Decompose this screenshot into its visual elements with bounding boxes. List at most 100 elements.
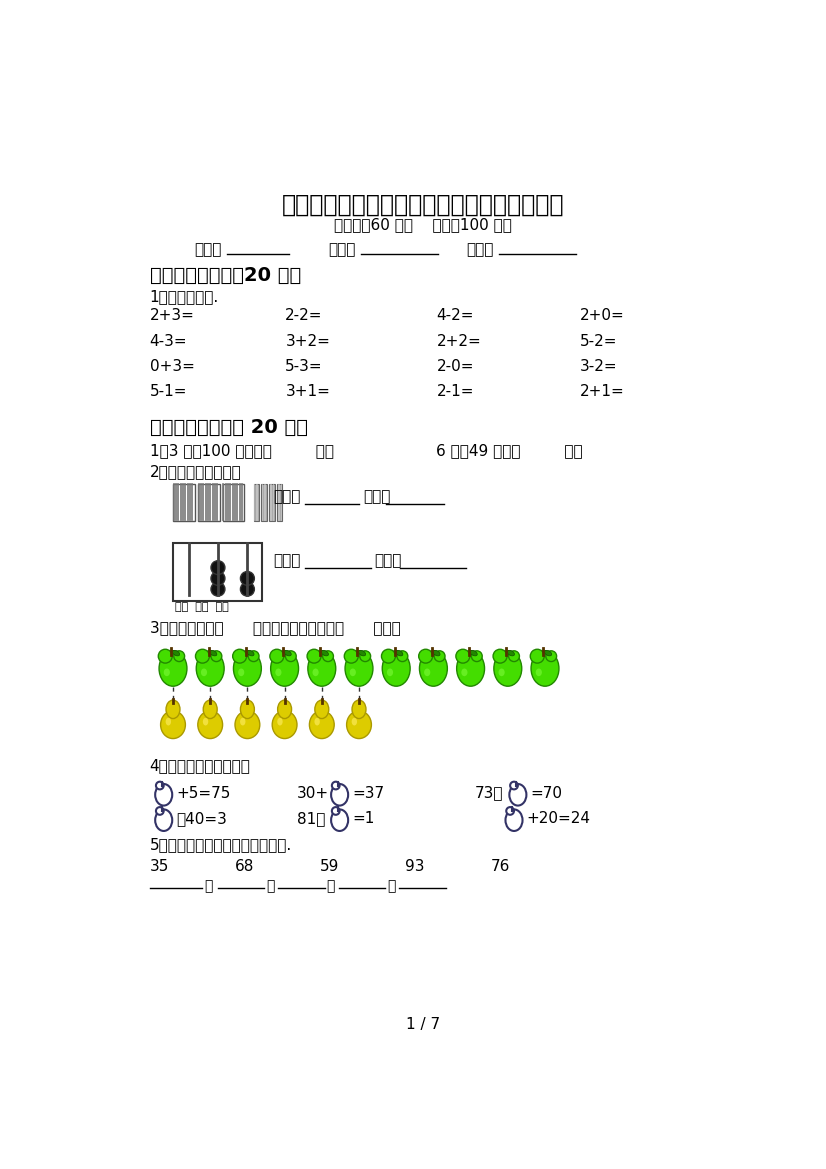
Ellipse shape xyxy=(332,807,339,815)
Ellipse shape xyxy=(197,651,224,686)
Ellipse shape xyxy=(544,650,552,656)
Text: 2+2=: 2+2= xyxy=(436,333,482,348)
Text: 1、直接写得数.: 1、直接写得数. xyxy=(150,289,219,304)
Ellipse shape xyxy=(332,782,339,789)
Bar xyxy=(261,484,267,521)
Ellipse shape xyxy=(240,700,254,719)
Ellipse shape xyxy=(211,651,222,662)
Ellipse shape xyxy=(247,650,254,656)
Ellipse shape xyxy=(323,651,334,662)
Text: 0+3=: 0+3= xyxy=(150,359,195,374)
Ellipse shape xyxy=(360,651,371,662)
Text: ＜: ＜ xyxy=(266,879,274,893)
Ellipse shape xyxy=(197,711,222,739)
Ellipse shape xyxy=(315,718,320,726)
Ellipse shape xyxy=(234,651,261,686)
Text: 读作：: 读作： xyxy=(273,553,301,568)
Bar xyxy=(222,484,244,521)
Text: 5-1=: 5-1= xyxy=(150,385,188,400)
Ellipse shape xyxy=(166,700,180,719)
Text: 百位  十位  个位: 百位 十位 个位 xyxy=(174,602,228,613)
Ellipse shape xyxy=(284,650,292,656)
Ellipse shape xyxy=(203,700,217,719)
Text: 写作：: 写作： xyxy=(363,489,390,504)
Text: =37: =37 xyxy=(352,786,384,801)
Ellipse shape xyxy=(159,649,173,663)
Ellipse shape xyxy=(210,650,217,656)
Ellipse shape xyxy=(285,651,297,662)
Ellipse shape xyxy=(155,809,173,831)
Text: 5、把下面各数从小到大排列起来.: 5、把下面各数从小到大排列起来. xyxy=(150,837,292,852)
Ellipse shape xyxy=(424,669,430,676)
Text: 读作：: 读作： xyxy=(273,489,301,504)
Text: 59: 59 xyxy=(320,859,339,873)
Text: 2-2=: 2-2= xyxy=(285,309,323,323)
Text: 73－: 73－ xyxy=(475,786,504,801)
Text: 3+1=: 3+1= xyxy=(285,385,330,400)
Ellipse shape xyxy=(160,711,185,739)
Ellipse shape xyxy=(382,649,396,663)
Text: －40=3: －40=3 xyxy=(176,811,227,826)
Ellipse shape xyxy=(159,651,187,686)
Ellipse shape xyxy=(248,651,259,662)
Ellipse shape xyxy=(352,700,366,719)
Circle shape xyxy=(211,572,225,586)
Ellipse shape xyxy=(396,650,403,656)
Ellipse shape xyxy=(493,649,507,663)
Bar xyxy=(269,484,274,521)
Text: 写作：: 写作： xyxy=(374,553,402,568)
Text: 部编版一年级数学上册期中测试卷及答案下载: 部编版一年级数学上册期中测试卷及答案下载 xyxy=(282,193,565,216)
Ellipse shape xyxy=(273,711,297,739)
Ellipse shape xyxy=(271,651,298,686)
Ellipse shape xyxy=(196,649,210,663)
Text: 5-2=: 5-2= xyxy=(580,333,617,348)
Text: 1 / 7: 1 / 7 xyxy=(406,1017,440,1031)
Ellipse shape xyxy=(331,809,348,831)
Circle shape xyxy=(211,582,225,596)
Ellipse shape xyxy=(201,669,207,676)
Ellipse shape xyxy=(506,807,514,815)
Ellipse shape xyxy=(347,711,372,739)
Text: 35: 35 xyxy=(150,859,169,873)
Ellipse shape xyxy=(321,650,329,656)
Text: ＜: ＜ xyxy=(204,879,212,893)
Circle shape xyxy=(240,572,254,586)
Text: 2-0=: 2-0= xyxy=(436,359,474,374)
Ellipse shape xyxy=(352,718,357,726)
Text: =70: =70 xyxy=(530,786,563,801)
Bar xyxy=(173,542,262,601)
Ellipse shape xyxy=(164,669,170,676)
Text: （时间：60 分钟    分数：100 分）: （时间：60 分钟 分数：100 分） xyxy=(335,217,512,233)
Ellipse shape xyxy=(358,650,366,656)
Ellipse shape xyxy=(509,651,520,662)
Text: 3-2=: 3-2= xyxy=(580,359,618,374)
Ellipse shape xyxy=(349,669,356,676)
Ellipse shape xyxy=(531,651,559,686)
Text: 30+: 30+ xyxy=(297,786,329,801)
Ellipse shape xyxy=(315,700,329,719)
Ellipse shape xyxy=(307,649,321,663)
Text: 81－: 81－ xyxy=(297,811,325,826)
Text: 2+1=: 2+1= xyxy=(580,385,624,400)
Text: 1、3 米－100 厘米＝（         ）米: 1、3 米－100 厘米＝（ ）米 xyxy=(150,443,334,458)
Ellipse shape xyxy=(506,809,523,831)
Ellipse shape xyxy=(155,784,173,805)
Ellipse shape xyxy=(382,651,411,686)
Ellipse shape xyxy=(472,651,482,662)
Text: 2-1=: 2-1= xyxy=(436,385,474,400)
Ellipse shape xyxy=(238,669,244,676)
Ellipse shape xyxy=(166,718,171,726)
Text: 93: 93 xyxy=(406,859,425,873)
Ellipse shape xyxy=(510,784,526,805)
Bar xyxy=(254,484,259,521)
Text: 5-3=: 5-3= xyxy=(285,359,323,374)
Ellipse shape xyxy=(461,669,468,676)
Ellipse shape xyxy=(312,669,319,676)
Text: =1: =1 xyxy=(352,811,374,826)
Text: 4-3=: 4-3= xyxy=(150,333,188,348)
Ellipse shape xyxy=(419,649,433,663)
Ellipse shape xyxy=(546,651,557,662)
Ellipse shape xyxy=(308,651,335,686)
Ellipse shape xyxy=(507,650,515,656)
Bar xyxy=(197,484,220,521)
